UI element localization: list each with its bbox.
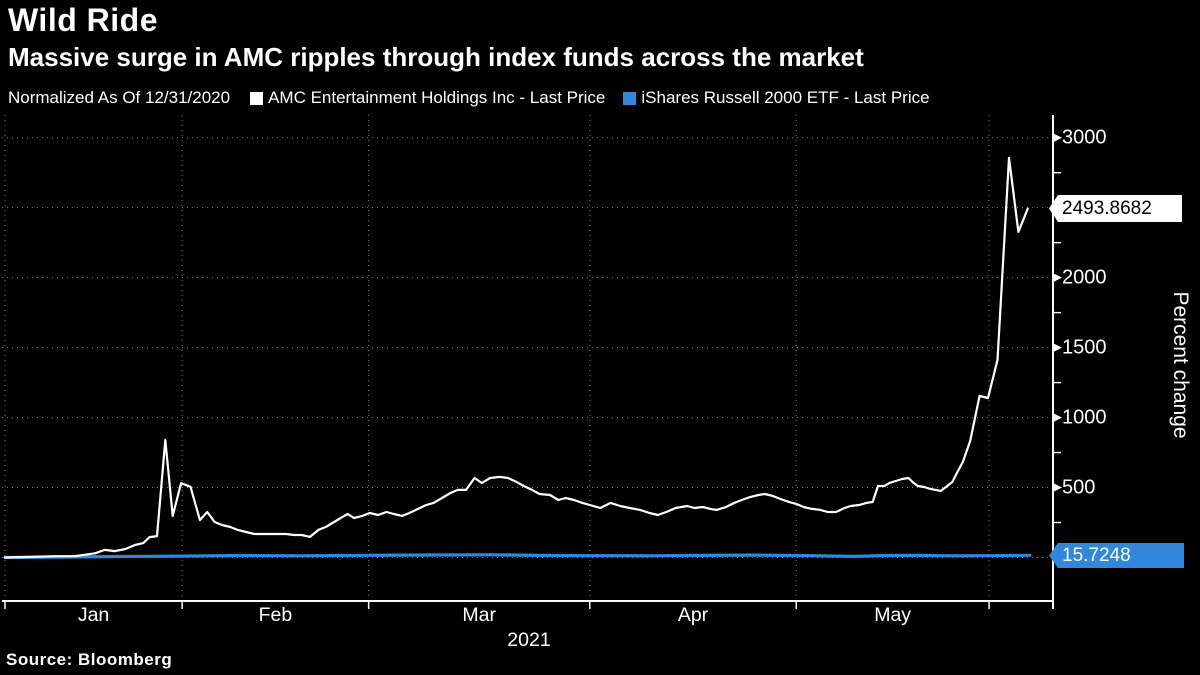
x-tick-label-apr: Apr [677,604,709,626]
y-major-tick-arrow-icon [1053,483,1062,493]
x-tick-label-may: May [874,604,912,626]
y-major-tick-arrow-icon [1053,343,1062,353]
source-note: Source: Bloomberg [6,650,173,669]
amc-series-swatch-icon [250,91,264,105]
chart-title: Wild Ride [8,2,158,38]
series-line-amc [3,156,1029,559]
legend-item-iwm: iShares Russell 2000 ETF - Last Price [623,88,930,108]
y-tick-label: 1500 [1062,336,1107,359]
chart-subtitle: Massive surge in AMC ripples through ind… [8,42,864,72]
y-major-tick-arrow-icon [1053,133,1062,143]
y-axis-title: Percent change [1169,291,1192,439]
y-major-tick-arrow-icon [1053,273,1062,283]
legend-label-amc: AMC Entertainment Holdings Inc - Last Pr… [268,88,606,107]
last-value-callout-amc: 2493.8682 [1049,195,1182,222]
y-tick-label: 500 [1062,476,1096,499]
x-tick-label-mar: Mar [462,604,497,626]
iwm-series-swatch-icon [623,91,637,105]
y-major-tick-arrow-icon [1053,413,1062,423]
x-axis-year-label: 2021 [507,629,551,651]
legend-label-iwm: iShares Russell 2000 ETF - Last Price [641,88,930,107]
y-tick-label: 2000 [1062,266,1107,289]
series-line-iwm [3,553,1032,560]
y-tick-label: 3000 [1062,126,1107,149]
legend-item-amc: AMC Entertainment Holdings Inc - Last Pr… [250,88,605,108]
x-tick-label-feb: Feb [258,604,293,626]
y-tick-label: 1000 [1062,406,1107,429]
chart-legend: Normalized As Of 12/31/2020 AMC Entertai… [8,88,948,108]
last-value-callout-iwm: 15.7248 [1049,543,1184,568]
x-tick-label-jan: Jan [77,604,110,626]
legend-normalized-note: Normalized As Of 12/31/2020 [8,88,231,107]
